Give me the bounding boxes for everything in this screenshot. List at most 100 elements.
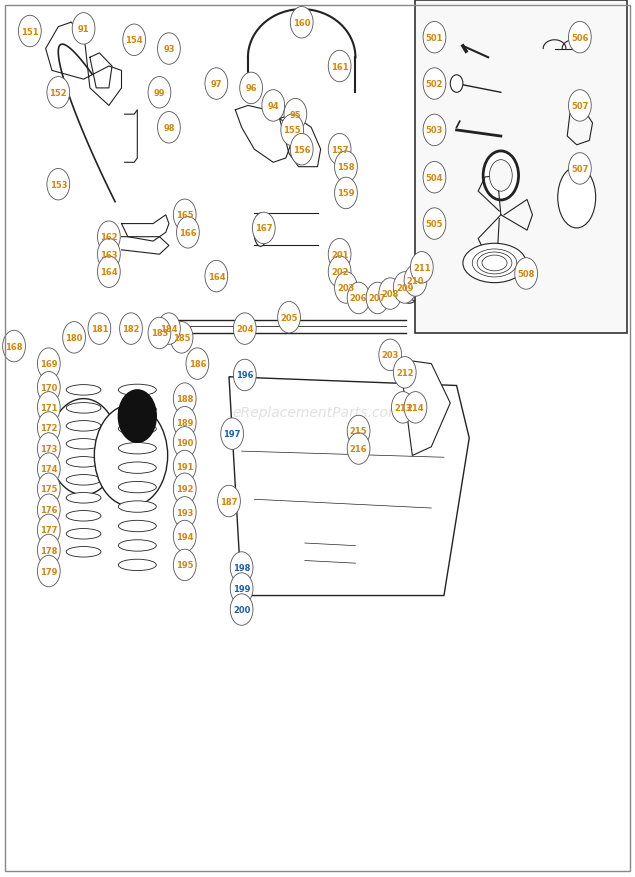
Ellipse shape (66, 457, 101, 467)
Circle shape (393, 357, 416, 389)
Text: 96: 96 (245, 84, 257, 93)
Circle shape (18, 17, 41, 47)
Circle shape (328, 257, 351, 289)
Ellipse shape (118, 443, 156, 454)
Text: 197: 197 (224, 430, 241, 438)
Ellipse shape (66, 529, 101, 539)
Circle shape (568, 23, 591, 53)
Ellipse shape (66, 475, 101, 486)
Text: 205: 205 (280, 313, 298, 323)
Circle shape (37, 556, 60, 587)
Text: 158: 158 (337, 163, 355, 172)
Circle shape (423, 23, 446, 53)
Text: 196: 196 (236, 371, 253, 380)
Circle shape (205, 261, 228, 293)
Text: 200: 200 (233, 605, 250, 615)
Text: 169: 169 (40, 360, 58, 368)
Circle shape (231, 574, 253, 604)
Circle shape (335, 178, 358, 210)
Text: 164: 164 (208, 272, 225, 282)
Text: 152: 152 (50, 89, 67, 97)
Ellipse shape (118, 540, 156, 552)
Circle shape (173, 521, 196, 553)
Circle shape (173, 497, 196, 529)
Text: 187: 187 (220, 497, 237, 506)
Text: 175: 175 (40, 485, 58, 494)
Circle shape (234, 360, 256, 391)
Circle shape (281, 115, 304, 146)
Circle shape (119, 313, 142, 345)
Text: 214: 214 (406, 403, 424, 412)
Text: 504: 504 (425, 174, 443, 182)
Circle shape (148, 317, 171, 349)
Circle shape (148, 77, 171, 109)
Circle shape (170, 322, 193, 353)
Text: 190: 190 (176, 438, 194, 447)
Circle shape (3, 331, 25, 362)
Ellipse shape (472, 250, 517, 278)
Circle shape (37, 348, 60, 380)
Circle shape (366, 283, 389, 314)
Circle shape (98, 222, 120, 253)
Circle shape (98, 239, 120, 271)
Circle shape (328, 134, 351, 166)
Text: 184: 184 (160, 324, 178, 334)
Text: 91: 91 (77, 25, 90, 34)
Circle shape (173, 407, 196, 438)
Circle shape (186, 348, 209, 380)
Text: 157: 157 (331, 146, 349, 154)
Circle shape (95, 405, 168, 507)
Text: 173: 173 (40, 445, 58, 453)
Circle shape (240, 73, 262, 104)
Polygon shape (399, 360, 450, 456)
Text: 164: 164 (100, 267, 117, 277)
Circle shape (347, 416, 370, 447)
Text: 97: 97 (211, 80, 222, 89)
Text: 154: 154 (125, 36, 143, 46)
Text: 188: 188 (176, 395, 194, 403)
Text: 166: 166 (179, 229, 197, 238)
Circle shape (173, 550, 196, 581)
Text: 208: 208 (382, 289, 399, 299)
Text: 94: 94 (267, 102, 279, 111)
Circle shape (123, 25, 145, 56)
Text: 204: 204 (236, 324, 253, 334)
Circle shape (157, 112, 180, 144)
Ellipse shape (118, 404, 156, 416)
Ellipse shape (477, 253, 512, 275)
Text: 215: 215 (350, 427, 368, 436)
Text: 176: 176 (40, 506, 58, 515)
Ellipse shape (118, 462, 156, 474)
Circle shape (406, 275, 425, 301)
Circle shape (98, 257, 120, 289)
Ellipse shape (118, 424, 156, 435)
Text: 194: 194 (176, 532, 194, 541)
Text: 212: 212 (396, 368, 413, 377)
Circle shape (173, 474, 196, 505)
Text: 162: 162 (100, 233, 117, 242)
Circle shape (218, 486, 241, 517)
Circle shape (379, 279, 401, 310)
Text: 181: 181 (91, 324, 108, 334)
Text: 191: 191 (176, 462, 194, 471)
Ellipse shape (118, 502, 156, 513)
Circle shape (231, 553, 253, 583)
Text: 506: 506 (571, 33, 589, 43)
Text: 505: 505 (425, 220, 443, 229)
Circle shape (231, 594, 253, 625)
Ellipse shape (66, 385, 101, 396)
Text: 207: 207 (369, 294, 386, 303)
Text: 507: 507 (572, 165, 589, 174)
Circle shape (290, 134, 313, 166)
Text: 199: 199 (233, 584, 250, 594)
Text: 185: 185 (173, 333, 190, 342)
Circle shape (37, 515, 60, 546)
Text: 195: 195 (176, 560, 194, 570)
Circle shape (423, 209, 446, 240)
Circle shape (568, 90, 591, 122)
Text: 210: 210 (407, 276, 424, 286)
Text: eReplacementParts.com: eReplacementParts.com (233, 405, 402, 419)
Ellipse shape (118, 481, 156, 493)
Text: 174: 174 (40, 465, 58, 474)
Text: 507: 507 (572, 102, 589, 111)
